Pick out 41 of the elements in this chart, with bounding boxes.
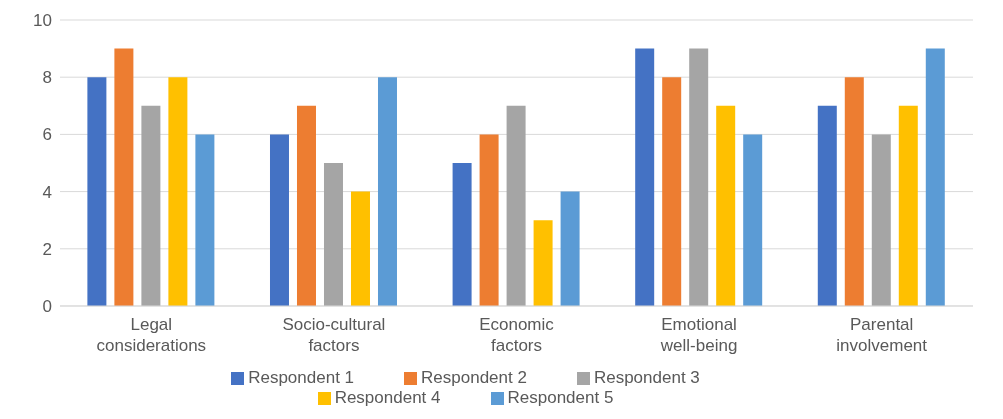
bar: [195, 134, 215, 306]
bar: [689, 48, 709, 306]
bar: [87, 77, 107, 306]
bar: [871, 134, 891, 306]
bar: [452, 163, 472, 306]
bar: [716, 105, 736, 306]
x-tick-label: Legal considerations: [96, 315, 207, 355]
bar: [296, 105, 316, 306]
y-tick-label: 0: [42, 297, 52, 317]
bar: [925, 48, 945, 306]
bar: [506, 105, 526, 306]
y-tick-label: 8: [42, 68, 52, 88]
y-tick-label: 6: [42, 125, 52, 145]
bar: [168, 77, 188, 306]
bar: [533, 220, 553, 306]
bar: [844, 77, 864, 306]
bar: [817, 105, 837, 306]
bar: [141, 105, 161, 306]
bar: [898, 105, 918, 306]
legend-label: Respondent 1: [248, 368, 355, 387]
bar: [269, 134, 289, 306]
bar: [635, 48, 655, 306]
bar: [323, 163, 343, 306]
x-tick-label: Socio-cultural factors: [282, 315, 386, 355]
legend-label: Respondent 3: [593, 368, 700, 387]
bar: [743, 134, 763, 306]
bar: [377, 77, 397, 306]
x-tick-label: Parental involvement: [836, 315, 928, 355]
legend-label: Respondent 2: [421, 368, 527, 387]
legend-label: Respondent 5: [507, 388, 614, 407]
bar: [350, 191, 370, 306]
x-tick-label: Emotional well-being: [659, 315, 738, 355]
x-tick-label: Economic factors: [479, 315, 555, 355]
bar: [560, 191, 580, 306]
bar: [662, 77, 682, 306]
bar: [479, 134, 499, 306]
y-tick-label: 10: [33, 11, 52, 31]
legend-label: Respondent 4: [334, 388, 441, 407]
bar: [114, 48, 134, 306]
y-tick-label: 4: [42, 182, 52, 202]
y-tick-label: 2: [42, 239, 52, 259]
